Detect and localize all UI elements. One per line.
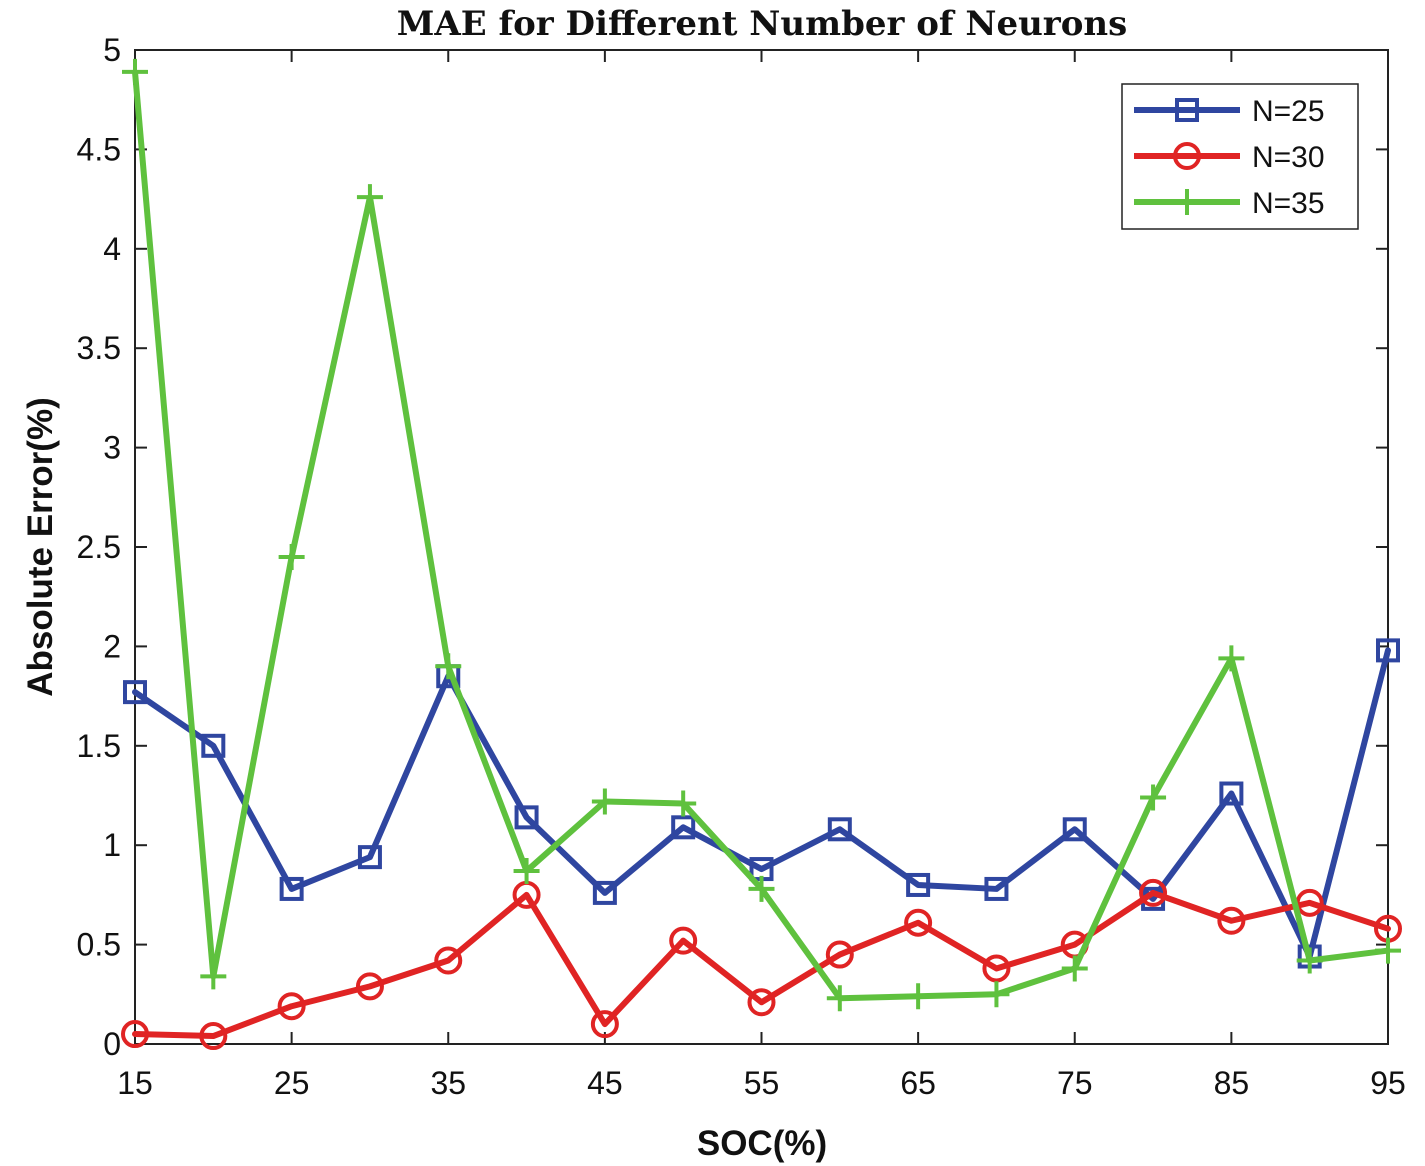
y-tick-label: 2.5 — [77, 529, 121, 565]
data-point-n30 — [355, 972, 384, 1001]
series-layer — [121, 58, 1402, 1051]
x-tick-label: 95 — [1370, 1065, 1406, 1101]
legend-marker-n30 — [1173, 142, 1201, 170]
data-point-n35 — [356, 184, 383, 211]
data-point-n35 — [435, 653, 462, 680]
data-point-n35 — [748, 875, 775, 902]
data-point-n35 — [591, 788, 618, 815]
y-tick-label: 1 — [103, 827, 121, 863]
data-point-n35 — [200, 963, 227, 990]
y-axis: 0 0.5 1 1.5 2 2.5 3 3.5 4 4.5 5 — [77, 32, 1388, 1062]
data-point-n35 — [1375, 937, 1401, 964]
data-point-n25 — [514, 805, 539, 830]
data-point-n30 — [121, 1020, 149, 1049]
data-point-n30 — [669, 926, 698, 955]
data-point-n25 — [592, 880, 617, 905]
x-tick-label: 75 — [1057, 1065, 1093, 1101]
legend-label-n30: N=30 — [1252, 141, 1325, 174]
x-tick-label: 85 — [1214, 1065, 1250, 1101]
y-tick-label: 5 — [103, 32, 121, 68]
legend-label-n25: N=25 — [1252, 95, 1325, 128]
data-point-n25 — [1376, 638, 1400, 663]
legend-marker-n35 — [1174, 189, 1200, 215]
data-point-n35 — [1140, 784, 1167, 811]
data-point-n30 — [590, 1010, 619, 1039]
x-axis: 15 25 35 45 55 65 75 85 95 — [117, 50, 1406, 1101]
y-tick-label: 3 — [103, 430, 121, 466]
y-tick-label: 0 — [103, 1026, 121, 1062]
data-point-n30 — [825, 940, 854, 969]
x-tick-label: 35 — [430, 1065, 466, 1101]
chart-title: MAE for Different Number of Neurons — [397, 4, 1128, 44]
y-tick-label: 1.5 — [77, 728, 121, 764]
data-point-n35 — [905, 983, 932, 1010]
data-point-n25 — [123, 680, 147, 705]
series-n35 — [122, 58, 1401, 1012]
data-point-n35 — [513, 858, 540, 885]
legend: N=25 N=30 N=35 — [1121, 83, 1359, 230]
series-line-n30 — [132, 889, 1391, 1040]
data-point-n25 — [201, 733, 226, 758]
x-tick-label: 15 — [117, 1065, 153, 1101]
data-point-n30 — [434, 946, 463, 975]
data-point-n35 — [670, 790, 697, 817]
data-point-n30 — [982, 954, 1011, 983]
data-point-n25 — [1062, 817, 1087, 842]
x-tick-label: 65 — [900, 1065, 936, 1101]
x-tick-label: 25 — [274, 1065, 310, 1101]
x-axis-label: SOC(%) — [697, 1124, 827, 1163]
data-point-n35 — [1218, 645, 1245, 672]
data-point-n30 — [747, 988, 776, 1017]
series-n25 — [123, 638, 1400, 969]
data-point-n30 — [904, 908, 933, 937]
data-point-n25 — [1219, 781, 1244, 806]
data-point-n35 — [826, 985, 853, 1012]
data-point-n35 — [1061, 955, 1088, 982]
data-point-n35 — [1296, 947, 1323, 974]
data-point-n25 — [984, 876, 1009, 901]
data-point-n25 — [827, 817, 852, 842]
data-point-n30 — [1139, 878, 1168, 907]
y-tick-label: 0.5 — [77, 927, 121, 963]
series-line-n25 — [132, 647, 1391, 960]
data-point-n35 — [278, 543, 305, 570]
data-point-n30 — [199, 1022, 228, 1051]
y-tick-label: 4 — [103, 231, 121, 267]
data-point-n30 — [277, 992, 306, 1021]
y-tick-label: 3.5 — [77, 330, 121, 366]
data-point-n25 — [279, 876, 304, 901]
data-point-n30 — [1217, 906, 1246, 935]
data-point-n25 — [671, 815, 696, 840]
y-tick-label: 2 — [103, 628, 121, 664]
data-point-n25 — [906, 872, 931, 897]
y-axis-label: Absolute Error(%) — [21, 397, 60, 696]
x-tick-label: 45 — [587, 1065, 623, 1101]
y-tick-label: 4.5 — [77, 131, 121, 167]
x-tick-label: 55 — [744, 1065, 780, 1101]
data-point-n35 — [122, 58, 148, 85]
legend-label-n35: N=35 — [1252, 187, 1325, 220]
legend-marker-n25 — [1175, 98, 1199, 122]
data-point-n25 — [357, 845, 382, 870]
data-point-n35 — [983, 981, 1010, 1008]
